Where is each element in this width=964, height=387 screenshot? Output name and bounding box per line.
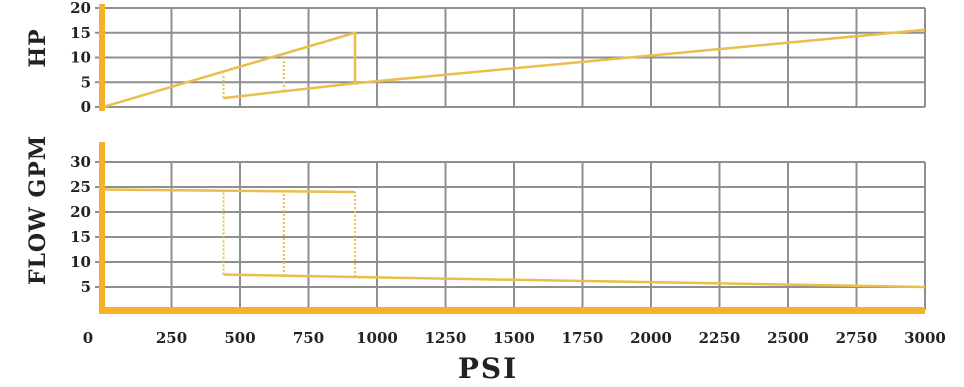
- flow-series-line: [102, 188, 356, 194]
- x-tick-label: 2000: [630, 329, 672, 347]
- flow-y-tick-label: 25: [70, 178, 91, 196]
- flow-panel: 5 10 15 20 25 30: [70, 142, 926, 314]
- x-tick-label: 0: [83, 329, 93, 347]
- x-tick-label: 3000: [904, 329, 946, 347]
- x-tick-label: 1250: [425, 329, 467, 347]
- flow-y-axis: [99, 142, 105, 314]
- hp-panel: 0 5 10 15 20: [70, 0, 926, 116]
- x-tick-label: 500: [224, 329, 255, 347]
- hp-series-line: [223, 81, 356, 100]
- flow-y-tick-label: 10: [70, 253, 91, 271]
- x-axis-label: PSI: [458, 352, 518, 385]
- x-tick-label: 2500: [767, 329, 809, 347]
- hp-axis-label: HP: [25, 28, 51, 67]
- x-axis-bar: [99, 307, 925, 314]
- flow-series-line: [223, 273, 926, 289]
- hp-y-tick-label: 10: [70, 49, 91, 67]
- x-tick-label: 1750: [562, 329, 604, 347]
- flow-y-tick-label: 5: [81, 278, 91, 296]
- x-tick-label: 250: [156, 329, 187, 347]
- flow-y-tick-label: 15: [70, 228, 91, 246]
- flow-y-tick-label: 20: [70, 203, 91, 221]
- x-tick-label: 750: [293, 329, 324, 347]
- flow-y-tick-label: 30: [70, 153, 91, 171]
- x-tick-label: 2250: [699, 329, 741, 347]
- x-axis: 0 250 500 750 1000 1250 1500 1750 2000 2250 2500 27…: [83, 307, 946, 347]
- hp-y-axis: [99, 4, 105, 111]
- hp-y-tick-label: 20: [70, 0, 91, 17]
- hp-y-tick-label: 5: [81, 73, 91, 91]
- x-tick-label: 1500: [493, 329, 535, 347]
- x-tick-label: 2750: [836, 329, 878, 347]
- hp-series-line: [102, 28, 926, 109]
- hp-y-tick-label: 15: [70, 24, 91, 42]
- hp-y-tick-label: 0: [81, 98, 91, 116]
- flow-axis-label: FLOW GPM: [25, 135, 51, 285]
- x-tick-label: 1000: [356, 329, 398, 347]
